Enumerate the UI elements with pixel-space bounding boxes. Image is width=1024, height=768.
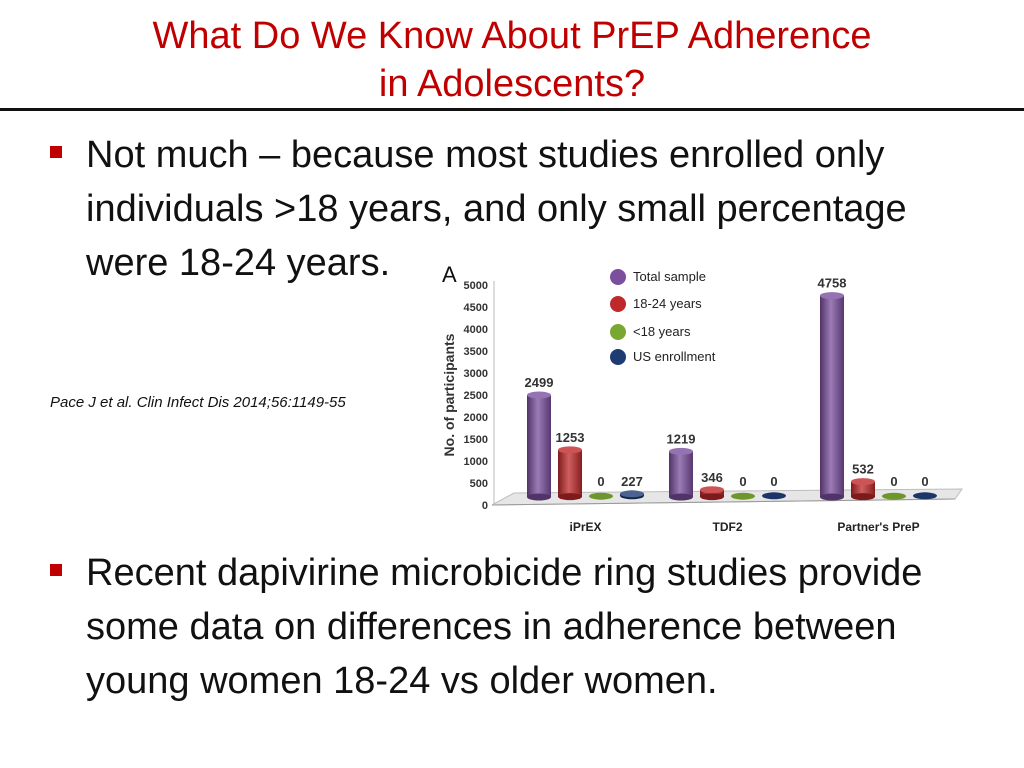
y-tick-label: 2000 (464, 412, 488, 424)
bar-total-sample (669, 451, 693, 497)
legend-label: <18 years (633, 324, 691, 339)
legend-swatch (610, 269, 626, 285)
bar-zero-disc (731, 492, 755, 500)
panel-label: A (442, 262, 457, 287)
bar-base (669, 493, 693, 501)
y-tick-label: 1500 (464, 434, 488, 446)
data-label: 2499 (525, 375, 554, 390)
y-tick-label: 4000 (464, 324, 488, 336)
y-tick-label: 1000 (464, 456, 488, 468)
bar-top (620, 490, 644, 498)
y-tick-label: 3000 (464, 368, 488, 380)
bar-top (558, 446, 582, 454)
category-label: TDF2 (713, 520, 743, 534)
data-label: 1253 (556, 430, 585, 445)
data-label: 1219 (667, 431, 696, 446)
bullet-2-text: Recent dapivirine microbicide ring studi… (86, 552, 923, 702)
y-tick-label: 5000 (464, 280, 488, 292)
y-tick-label: 500 (470, 478, 488, 490)
data-label: 0 (597, 474, 604, 489)
bullet-square-icon (50, 564, 62, 576)
data-label: 0 (921, 474, 928, 489)
y-tick-label: 2500 (464, 390, 488, 402)
bar-zero-disc (589, 492, 613, 500)
bar-base (558, 493, 582, 501)
y-tick-label: 3500 (464, 346, 488, 358)
bar-zero-disc (762, 492, 786, 500)
category-label: iPrEX (569, 520, 601, 534)
bullet-1-text: Not much – because most studies enrolled… (86, 134, 907, 284)
y-tick-label: 0 (482, 500, 488, 512)
data-label: 4758 (818, 276, 847, 291)
data-label: 532 (852, 462, 874, 477)
bar-top (527, 391, 551, 399)
category-label: Partner's PreP (837, 520, 919, 534)
bar-total-sample (527, 395, 551, 497)
slide-title: What Do We Know About PrEP Adherence in … (0, 12, 1024, 108)
y-axis-label: No. of participants (441, 333, 457, 456)
bar-base (700, 493, 724, 501)
data-label: 0 (739, 474, 746, 489)
legend-label: US enrollment (633, 349, 716, 364)
participants-bar-chart: A No. of participants 0 500 1000 1500 2000 2500… (441, 262, 963, 534)
bar-18-24-years (851, 481, 875, 497)
bar-total-sample (820, 295, 844, 497)
title-line-1: What Do We Know About PrEP Adherence (152, 15, 872, 57)
legend-swatch (610, 324, 626, 340)
legend-swatch (610, 349, 626, 365)
data-label: 0 (770, 474, 777, 489)
bar-base (851, 493, 875, 501)
bullet-1: Not much – because most studies enrolled… (50, 128, 990, 298)
legend-swatch (610, 296, 626, 312)
bar-top (820, 292, 844, 300)
bar-base (820, 493, 844, 501)
data-label: 227 (621, 474, 643, 489)
data-label: 346 (701, 470, 723, 485)
y-tick-label: 4500 (464, 302, 488, 314)
bar-top (669, 447, 693, 455)
bar-base (527, 493, 551, 501)
bar-18-24-years (558, 449, 582, 497)
bullet-square-icon (50, 146, 62, 158)
bar-top (700, 486, 724, 494)
bar-zero-disc (882, 492, 906, 500)
bullet-2: Recent dapivirine microbicide ring studi… (50, 546, 990, 716)
bar-zero-disc (913, 492, 937, 500)
title-divider (0, 108, 1024, 111)
title-line-2: in Adolescents? (378, 63, 646, 105)
bar-top (851, 478, 875, 486)
data-label: 0 (890, 474, 897, 489)
x-axis-line (491, 498, 956, 506)
legend-label: 18-24 years (633, 296, 702, 311)
citation: Pace J et al. Clin Infect Dis 2014;56:11… (50, 394, 346, 411)
legend-label: Total sample (633, 269, 706, 284)
